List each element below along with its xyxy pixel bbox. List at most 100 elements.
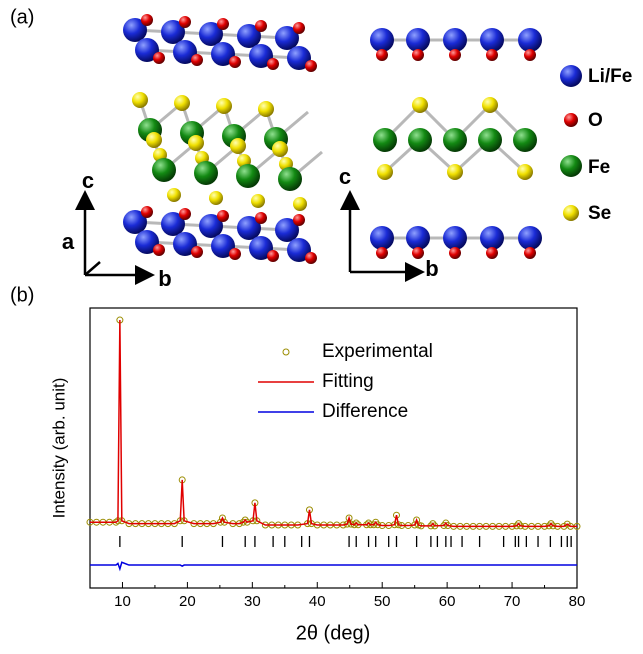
atom — [447, 164, 463, 180]
x-tick-label: 10 — [114, 593, 131, 610]
legend-label: Difference — [322, 401, 408, 422]
x-tick-label: 60 — [439, 593, 456, 610]
x-axis-label: 2θ (deg) — [296, 622, 371, 644]
atom — [305, 252, 317, 264]
atom — [255, 20, 267, 32]
atom — [406, 28, 430, 52]
atom — [377, 164, 393, 180]
atom — [167, 188, 181, 202]
axis-letter: c — [339, 164, 351, 189]
y-axis-label: Intensity (arb. unit) — [49, 378, 68, 519]
atom — [267, 58, 279, 70]
atom — [406, 226, 430, 250]
atom — [443, 128, 467, 152]
legend-sphere — [560, 155, 582, 177]
panel-label: (a) — [10, 6, 34, 28]
atom — [194, 161, 218, 185]
atom — [229, 248, 241, 260]
atom — [251, 194, 265, 208]
atom — [480, 226, 504, 250]
atom — [229, 56, 241, 68]
figure: (a) (b) c a b c b Li/Fe O Fe Se 2θ (deg)… — [0, 0, 643, 649]
atom — [217, 210, 229, 222]
legend-text: Li/Fe — [588, 66, 632, 87]
atom — [174, 95, 190, 111]
atom — [272, 141, 288, 157]
atom — [255, 212, 267, 224]
atom — [153, 52, 165, 64]
atom — [293, 197, 307, 211]
axis-letter: a — [62, 229, 75, 254]
x-tick-label: 50 — [374, 593, 391, 610]
atom — [293, 22, 305, 34]
atom — [518, 28, 542, 52]
axis-letter: b — [158, 266, 171, 291]
axis-letter: c — [82, 168, 94, 193]
atom — [293, 214, 305, 226]
atom — [191, 54, 203, 66]
atom — [478, 128, 502, 152]
atom — [376, 49, 388, 61]
atom — [524, 49, 536, 61]
atom — [191, 246, 203, 258]
atom — [370, 226, 394, 250]
atom — [230, 138, 246, 154]
atom — [449, 247, 461, 259]
legend-sphere — [563, 205, 579, 221]
atom — [146, 132, 162, 148]
atom — [141, 14, 153, 26]
atom — [408, 128, 432, 152]
atom — [152, 158, 176, 182]
atom — [216, 98, 232, 114]
legend-sphere — [564, 113, 578, 127]
legend-sphere — [560, 65, 582, 87]
x-tick-label: 20 — [179, 593, 196, 610]
atom — [486, 49, 498, 61]
atom — [132, 92, 148, 108]
atom — [524, 247, 536, 259]
x-tick-label: 30 — [244, 593, 261, 610]
legend-label: Fitting — [322, 371, 374, 392]
atom — [412, 49, 424, 61]
atom — [486, 247, 498, 259]
panel-label: (b) — [10, 284, 34, 306]
x-tick-label: 70 — [504, 593, 521, 610]
atom — [482, 97, 498, 113]
atom — [179, 208, 191, 220]
atom — [188, 135, 204, 151]
atom — [443, 28, 467, 52]
x-tick-label: 80 — [569, 593, 586, 610]
legend-label: Experimental — [322, 341, 433, 362]
atom — [518, 226, 542, 250]
chart: 10 20 30 40 50 60 70 80 Experimental Fitting Diffe… — [87, 317, 585, 610]
atom — [141, 206, 153, 218]
atom — [370, 28, 394, 52]
atom — [376, 247, 388, 259]
legend-marker — [283, 349, 289, 355]
atom — [153, 244, 165, 256]
atom — [480, 28, 504, 52]
atom — [258, 101, 274, 117]
crystal-structure — [123, 14, 542, 264]
atom — [412, 97, 428, 113]
atom — [209, 191, 223, 205]
axis-arrow — [85, 262, 100, 275]
atom — [179, 16, 191, 28]
atom — [267, 250, 279, 262]
axis-letter: b — [425, 256, 438, 281]
series-line — [90, 562, 577, 569]
atom — [236, 164, 260, 188]
atom — [443, 226, 467, 250]
atom — [412, 247, 424, 259]
atom — [305, 60, 317, 72]
atom — [517, 164, 533, 180]
atom — [217, 18, 229, 30]
atom — [373, 128, 397, 152]
x-tick-label: 40 — [309, 593, 326, 610]
legend-text: Fe — [588, 157, 610, 178]
atom — [278, 167, 302, 191]
legend-text: Se — [588, 203, 611, 224]
atom — [449, 49, 461, 61]
legend-text: O — [588, 110, 603, 131]
atom — [513, 128, 537, 152]
